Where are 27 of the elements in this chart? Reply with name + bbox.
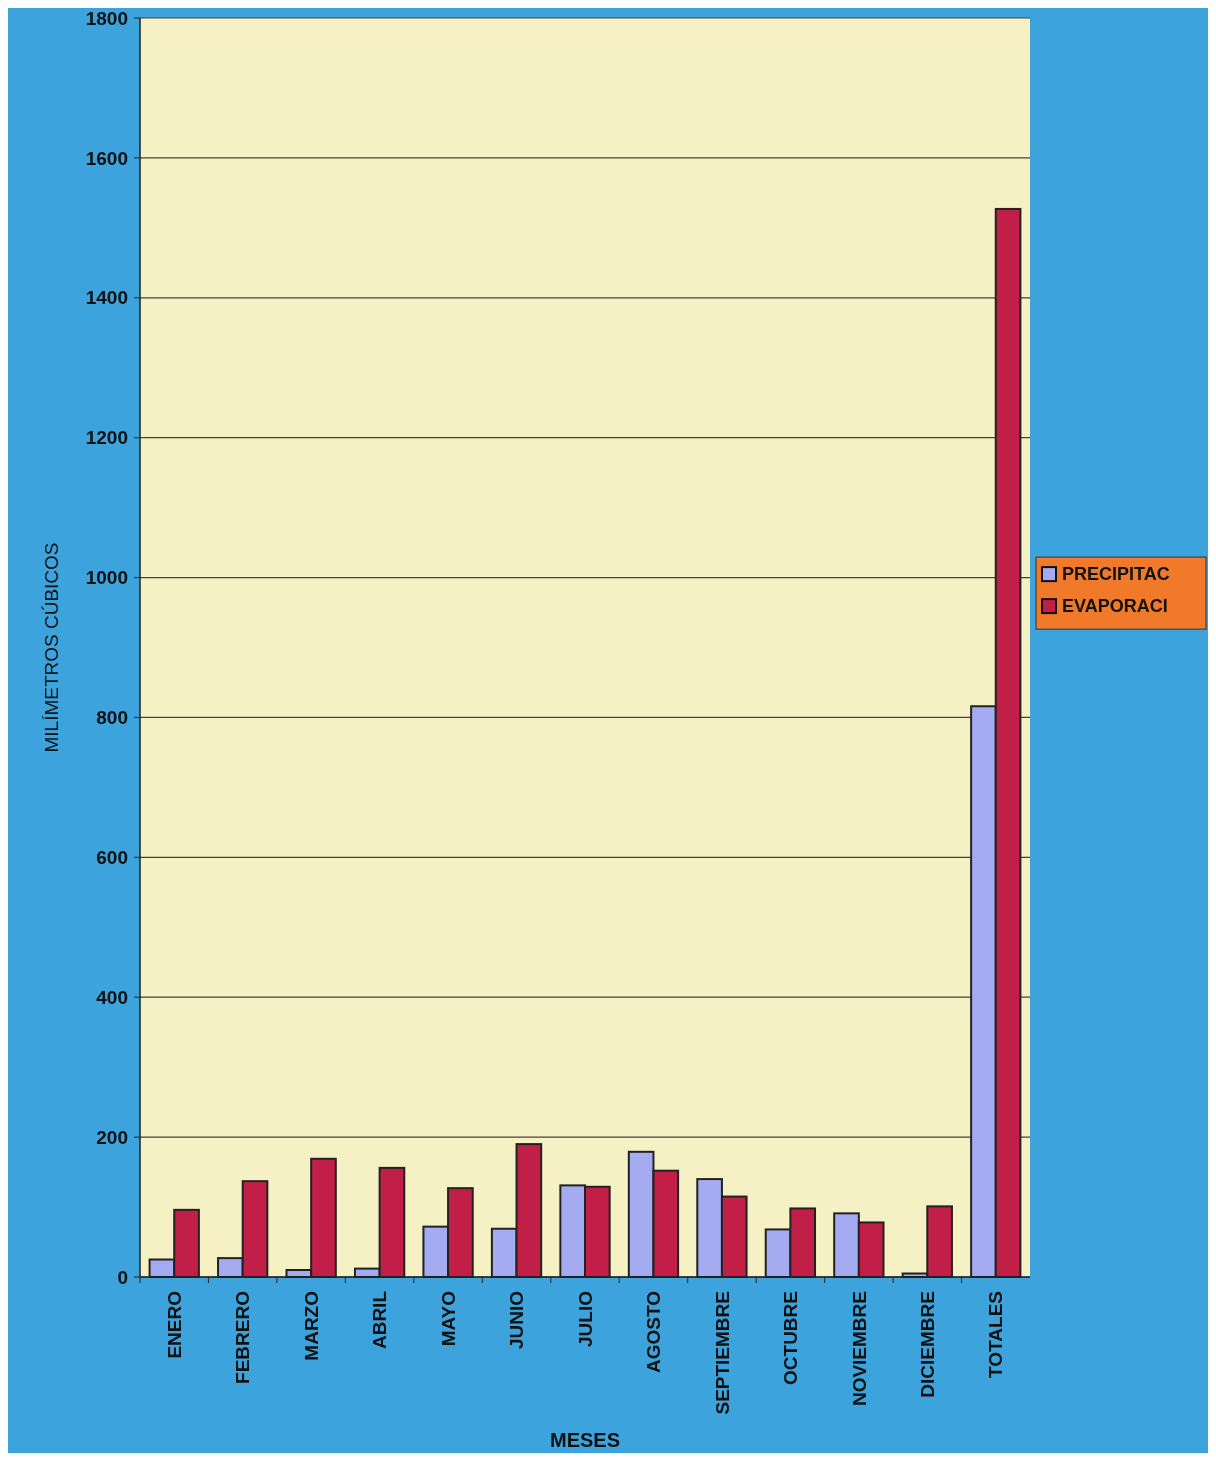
x-tick-label: JULIO bbox=[574, 1291, 596, 1347]
legend-label: EVAPORACI bbox=[1062, 596, 1168, 617]
y-tick-label: 200 bbox=[96, 1126, 128, 1148]
legend-label: PRECIPITAC bbox=[1062, 564, 1170, 585]
x-tick-label: AGOSTO bbox=[643, 1291, 665, 1373]
y-tick-label: 1200 bbox=[85, 427, 128, 449]
x-tick-label: ENERO bbox=[163, 1291, 185, 1359]
x-tick-label: MARZO bbox=[300, 1291, 322, 1361]
x-tick-label: FEBRERO bbox=[232, 1291, 254, 1384]
y-tick-label: 1800 bbox=[85, 7, 128, 29]
x-tick-label: MAYO bbox=[437, 1291, 459, 1347]
x-tick-label: OCTUBRE bbox=[780, 1291, 802, 1385]
y-tick-label: 600 bbox=[96, 846, 128, 868]
x-tick-label: NOVIEMBRE bbox=[848, 1291, 870, 1407]
x-tick-label: DICIEMBRE bbox=[916, 1291, 938, 1398]
y-tick-label: 0 bbox=[117, 1266, 128, 1288]
y-axis-title: MILÍMETROS CÚBICOS bbox=[41, 542, 62, 753]
y-tick-label: 1600 bbox=[85, 147, 128, 169]
y-tick-label: 1400 bbox=[85, 287, 128, 309]
x-tick-label: TOTALES bbox=[985, 1291, 1007, 1378]
x-tick-label: JUNIO bbox=[506, 1291, 528, 1350]
x-tick-label: ABRIL bbox=[369, 1290, 391, 1350]
y-tick-label: 1000 bbox=[85, 567, 128, 589]
x-axis-title: MESES bbox=[549, 1429, 621, 1451]
y-tick-label: 800 bbox=[96, 707, 128, 729]
x-tick-label: SEPTIEMBRE bbox=[711, 1291, 733, 1415]
y-tick-label: 400 bbox=[96, 986, 128, 1008]
